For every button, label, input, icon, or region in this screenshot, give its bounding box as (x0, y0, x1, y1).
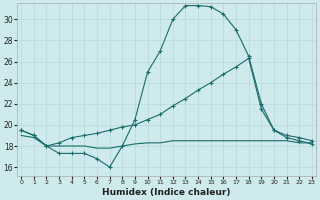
X-axis label: Humidex (Indice chaleur): Humidex (Indice chaleur) (102, 188, 231, 197)
